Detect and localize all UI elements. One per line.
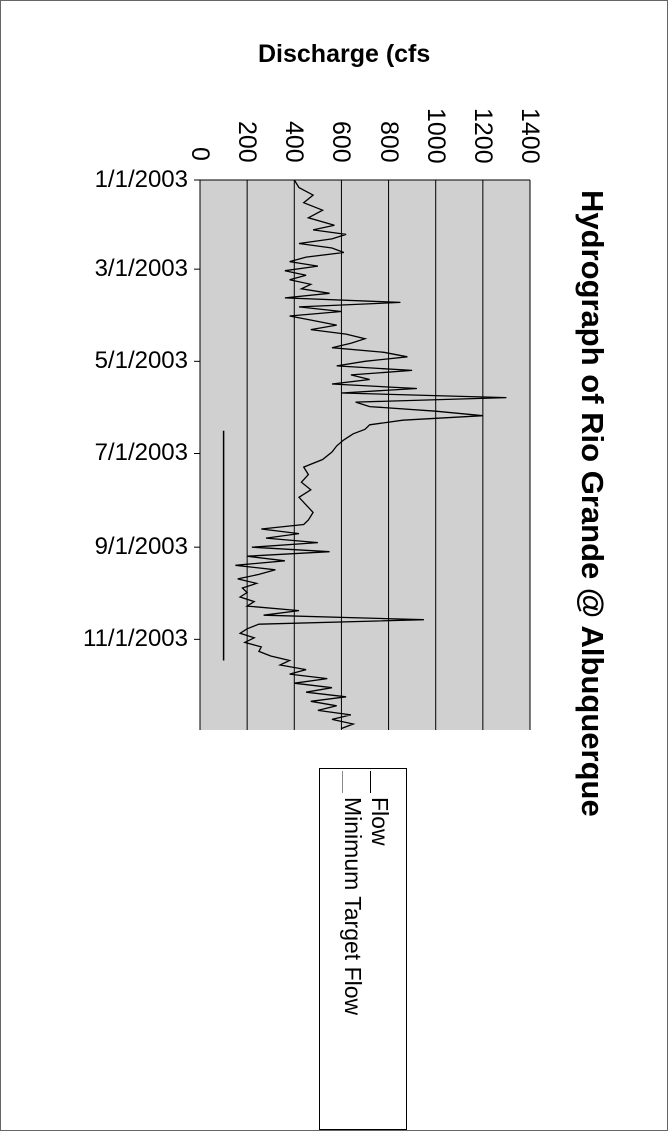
gridlines	[246, 180, 531, 730]
x-tick-label: 5/1/2003	[94, 347, 188, 375]
axes	[194, 179, 530, 730]
plot-background	[200, 180, 530, 730]
legend-swatch-flow	[370, 771, 371, 793]
y-axis-label: Discharge (cfs	[258, 40, 431, 68]
legend: Flow Minimum Target Flow	[319, 768, 407, 1130]
series-line-flow	[235, 179, 507, 730]
legend-swatch-minimum-target-flow	[342, 771, 343, 793]
x-tick-label: 9/1/2003	[94, 533, 188, 561]
x-tick-label: 1/1/2003	[94, 166, 188, 193]
legend-label-minimum-target-flow: Minimum Target Flow	[340, 797, 366, 1016]
series-layer	[222, 179, 507, 730]
x-tick-label: 3/1/2003	[94, 255, 188, 283]
x-tick-label: 11/1/2003	[83, 625, 188, 653]
x-tick-label: 7/1/2003	[94, 439, 188, 467]
legend-label-flow: Flow	[367, 797, 393, 846]
